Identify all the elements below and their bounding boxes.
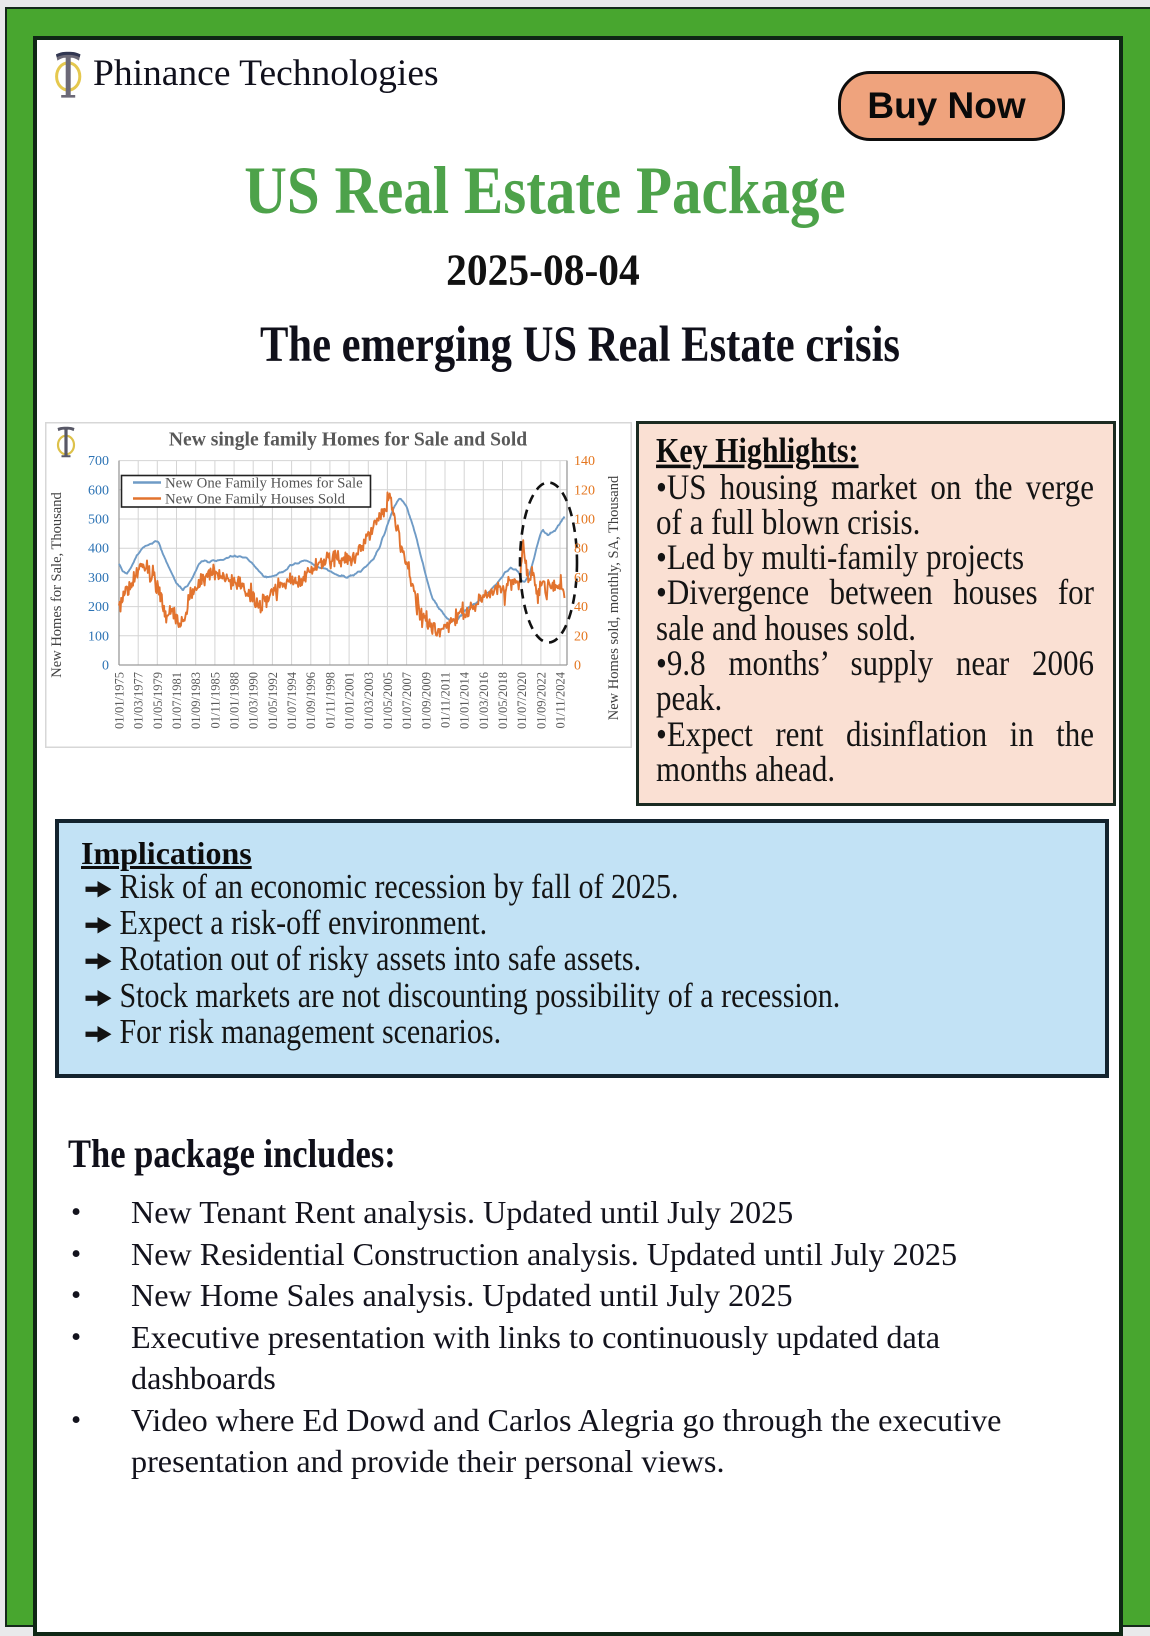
svg-text:01/01/1988: 01/01/1988 (228, 672, 242, 729)
svg-text:20: 20 (574, 629, 588, 644)
svg-text:0: 0 (574, 659, 581, 674)
svg-text:01/09/1996: 01/09/1996 (304, 672, 318, 729)
svg-text:400: 400 (88, 542, 109, 557)
svg-text:01/11/2011: 01/11/2011 (439, 672, 453, 728)
svg-text:01/05/1992: 01/05/1992 (266, 672, 280, 729)
svg-text:500: 500 (88, 513, 109, 528)
svg-text:01/09/2022: 01/09/2022 (534, 672, 548, 729)
svg-text:300: 300 (88, 571, 109, 586)
svg-text:80: 80 (574, 542, 588, 557)
svg-text:01/03/2003: 01/03/2003 (362, 672, 376, 729)
svg-text:01/05/2005: 01/05/2005 (381, 672, 395, 729)
svg-text:New One Family Homes for Sale: New One Family Homes for Sale (165, 476, 363, 492)
svg-text:01/11/2024: 01/11/2024 (554, 671, 568, 728)
svg-text:01/07/1981: 01/07/1981 (170, 672, 184, 729)
svg-text:140: 140 (574, 454, 595, 469)
svg-text:01/01/2001: 01/01/2001 (343, 672, 357, 729)
svg-text:600: 600 (88, 483, 109, 498)
svg-text:New One Family Houses Sold: New One Family Houses Sold (165, 492, 346, 508)
svg-text:01/03/1977: 01/03/1977 (132, 672, 146, 729)
svg-text:01/07/2007: 01/07/2007 (400, 672, 414, 729)
svg-text:01/11/1985: 01/11/1985 (208, 672, 222, 728)
svg-text:100: 100 (574, 513, 595, 528)
svg-text:01/09/2009: 01/09/2009 (419, 672, 433, 729)
svg-text:100: 100 (88, 629, 109, 644)
svg-text:01/05/1979: 01/05/1979 (151, 672, 165, 729)
svg-text:40: 40 (574, 600, 588, 615)
svg-text:700: 700 (88, 454, 109, 469)
svg-text:New single family Homes for Sa: New single family Homes for Sale and Sol… (169, 429, 527, 450)
svg-text:01/09/1983: 01/09/1983 (189, 672, 203, 729)
svg-text:01/07/2020: 01/07/2020 (515, 672, 529, 729)
svg-text:01/05/2018: 01/05/2018 (496, 672, 510, 729)
svg-text:120: 120 (574, 483, 595, 498)
svg-text:01/01/2014: 01/01/2014 (458, 671, 472, 729)
svg-text:01/11/1998: 01/11/1998 (323, 672, 337, 728)
svg-text:01/07/1994: 01/07/1994 (285, 671, 299, 729)
svg-text:New Homes for Sale, Thousand: New Homes for Sale, Thousand (49, 492, 65, 678)
svg-text:New Homes sold, monthly, SA, T: New Homes sold, monthly, SA, Thousand (606, 475, 622, 720)
svg-text:0: 0 (102, 659, 109, 674)
svg-text:01/03/2016: 01/03/2016 (477, 672, 491, 729)
svg-text:01/03/1990: 01/03/1990 (247, 672, 261, 729)
svg-text:200: 200 (88, 600, 109, 615)
svg-text:01/01/1975: 01/01/1975 (113, 672, 127, 729)
svg-text:60: 60 (574, 571, 588, 586)
